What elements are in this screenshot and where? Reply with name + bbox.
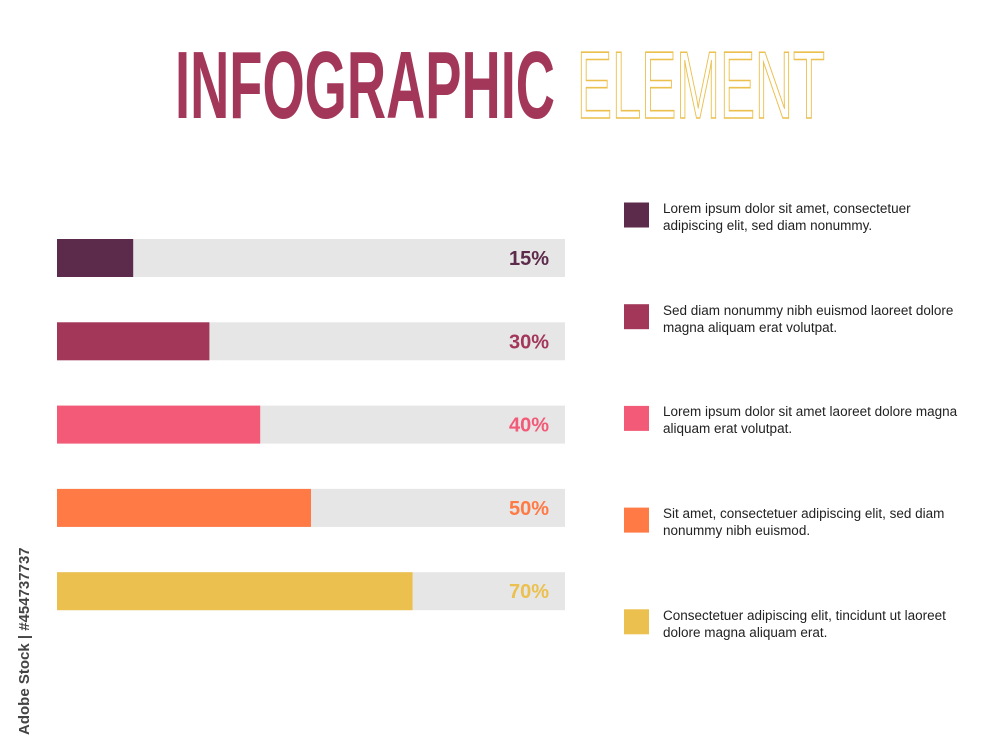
- legend-text: Lorem ipsum dolor sit amet, consectetuer…: [663, 201, 911, 233]
- legend-swatch: [624, 405, 649, 431]
- title-bold: INFOGRAPHIC: [175, 32, 555, 139]
- legend-text: Consectetuer adipiscing elit, tincidunt …: [663, 607, 946, 640]
- bar: [57, 322, 210, 361]
- legend-text: Sed diam nonummy nibh euismod laoreet do…: [663, 302, 954, 335]
- bar: [57, 488, 311, 527]
- bar: [57, 405, 261, 444]
- value-label: 50%: [509, 498, 549, 520]
- legend-swatch: [624, 507, 649, 533]
- watermark: Adobe Stock | #454737737: [16, 547, 33, 735]
- legend-swatch: [624, 304, 649, 330]
- legend-swatch: [624, 202, 649, 228]
- legend-swatch: [624, 609, 649, 635]
- bar-track: [57, 239, 565, 277]
- value-label: 15%: [509, 248, 549, 270]
- value-label: 70%: [509, 581, 549, 603]
- legend-text: Lorem ipsum dolor sit amet laoreet dolor…: [663, 404, 958, 437]
- title-light: ELEMENT: [577, 32, 825, 139]
- value-label: 40%: [509, 415, 549, 437]
- value-label: 30%: [509, 331, 549, 353]
- legend-text: Sit amet, consectetuer adipiscing elit, …: [663, 506, 945, 539]
- bar: [57, 239, 134, 277]
- bar: [57, 572, 413, 611]
